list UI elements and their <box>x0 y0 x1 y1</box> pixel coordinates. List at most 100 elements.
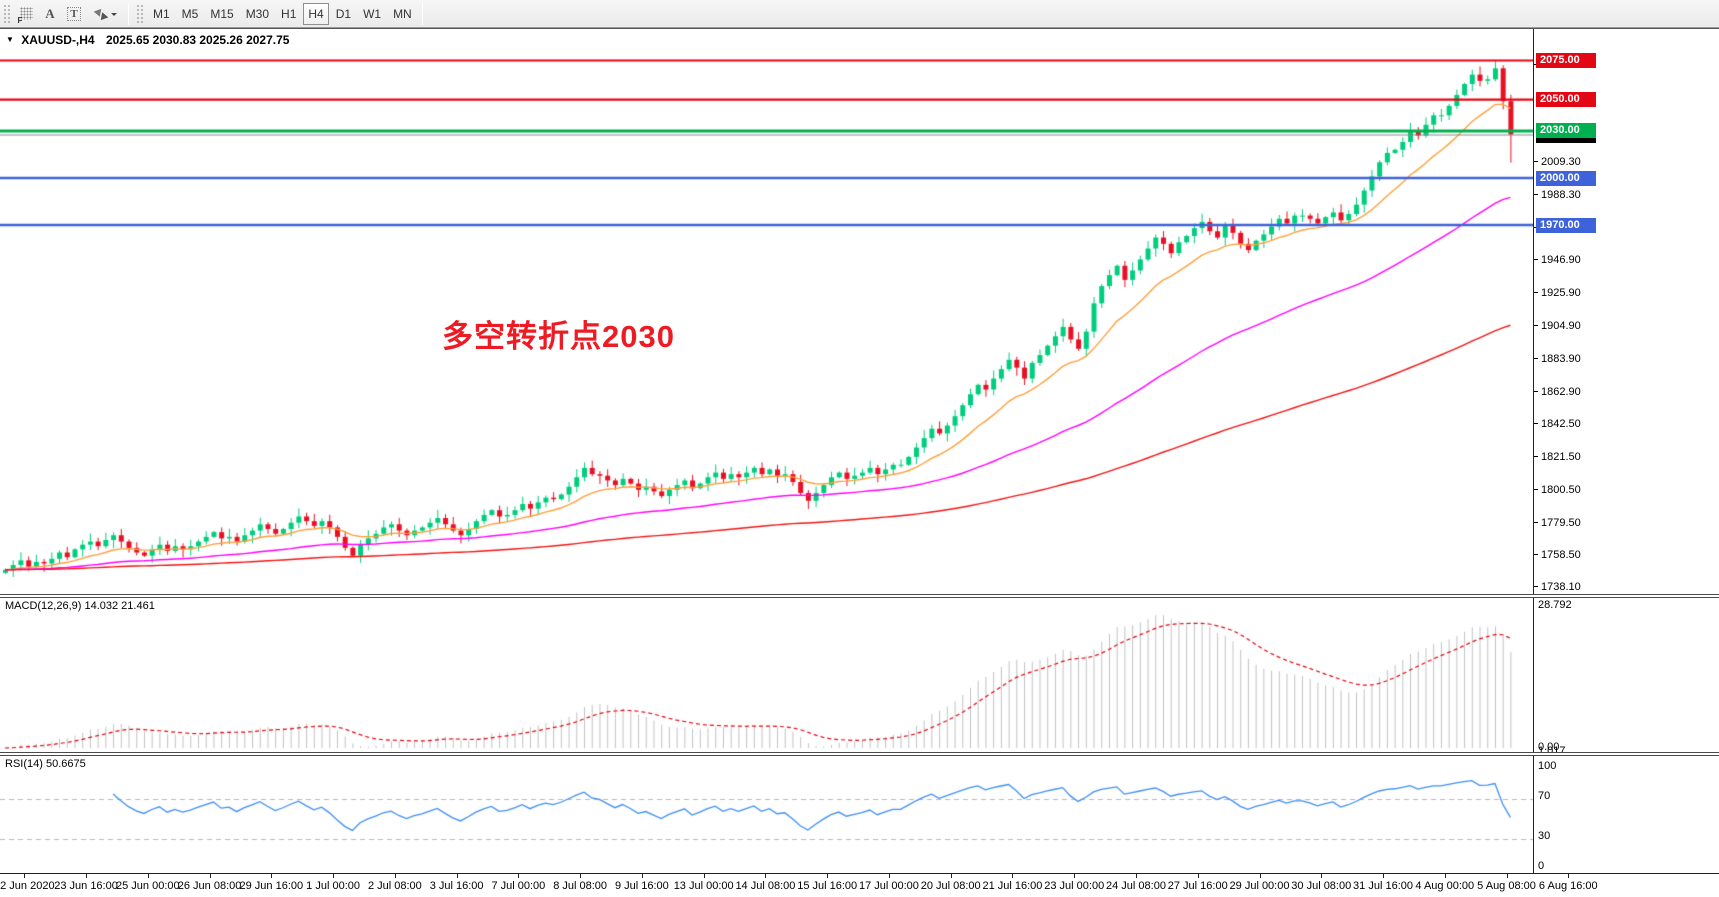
fibonacci-tool-button[interactable]: F <box>14 3 38 25</box>
date-tick <box>394 874 396 878</box>
timeframe-button-h4[interactable]: H4 <box>303 2 329 25</box>
date-tick <box>1321 874 1323 878</box>
date-tick <box>147 874 149 878</box>
date-tick-label: 20 Jul 08:00 <box>920 880 981 892</box>
date-tick <box>333 874 335 878</box>
price-axis[interactable]: 28.792 0.00 1.017 100 70 30 0 2071.70200… <box>1534 29 1719 873</box>
date-axis[interactable]: 22 Jun 2020 23 Jun 16:00 25 Jun 00:00 26 Ju… <box>0 873 1719 897</box>
chart-window: ▼ XAUUSD-,H4 2025.65 2030.83 2025.26 202… <box>0 28 1719 897</box>
date-tick <box>703 874 705 878</box>
price-tick-label: 1883.90 <box>1534 353 1581 367</box>
price-tick-label: 1842.50 <box>1534 418 1581 432</box>
date-tick <box>24 874 26 878</box>
price-tick-label: 1988.30 <box>1534 189 1581 203</box>
timeframe-toolbar-grip[interactable] <box>136 3 144 24</box>
toolbar: F A T M1 M5 M15 M30 H1 H4 D1 W1 MN <box>0 0 1719 28</box>
date-tick-label: 6 Aug 16:00 <box>1538 880 1598 892</box>
arrows-icon <box>93 5 108 23</box>
date-tick-label: 4 Aug 00:00 <box>1415 880 1475 892</box>
timeframe-button-h1[interactable]: H1 <box>276 3 301 25</box>
price-tick-label: 1946.90 <box>1534 254 1581 268</box>
price-tick-label: 1925.90 <box>1534 287 1581 301</box>
date-tick-label: 17 Jul 00:00 <box>858 880 919 892</box>
date-tick <box>641 874 643 878</box>
timeframe-button-mn[interactable]: MN <box>388 3 417 25</box>
date-tick-label: 3 Jul 16:00 <box>429 880 484 892</box>
date-tick <box>950 874 952 878</box>
date-tick <box>86 874 88 878</box>
level-price-badge: 1970.00 <box>1536 217 1596 233</box>
level-price-badge: 2030.00 <box>1536 123 1596 139</box>
level-price-badge: 2075.00 <box>1536 52 1596 68</box>
arrows-tool-button[interactable] <box>86 3 124 25</box>
level-price-badge: 2050.00 <box>1536 92 1596 108</box>
price-tick-label: 1800.50 <box>1534 484 1581 498</box>
toolbar-grip[interactable] <box>3 3 11 24</box>
date-tick <box>580 874 582 878</box>
date-tick-label: 15 Jul 16:00 <box>797 880 858 892</box>
ohlc-values: 2025.65 2030.83 2025.26 2027.75 <box>105 33 290 47</box>
date-tick-label: 9 Jul 16:00 <box>614 880 669 892</box>
date-tick-label: 7 Jul 00:00 <box>491 880 546 892</box>
price-tick-label: 1738.10 <box>1534 581 1581 595</box>
macd-scale-max: 28.792 <box>1538 599 1572 611</box>
date-tick <box>209 874 211 878</box>
level-price-badge: 2000.00 <box>1536 170 1596 186</box>
timeframe-button-m1[interactable]: M1 <box>148 3 175 25</box>
symbol-dropdown-icon[interactable]: ▼ <box>6 35 14 44</box>
chart-annotation-text[interactable]: 多空转折点2030 <box>442 319 675 354</box>
chevron-down-icon <box>110 12 117 19</box>
date-tick-label: 24 Jul 08:00 <box>1106 880 1166 892</box>
price-tick-label: 1779.50 <box>1534 517 1581 531</box>
date-tick <box>1012 874 1014 878</box>
date-tick <box>1197 874 1199 878</box>
price-chart-canvas[interactable] <box>0 29 1533 873</box>
toolbar-separator <box>421 2 423 25</box>
timeframe-button-m15[interactable]: M15 <box>205 3 238 25</box>
date-tick <box>1506 874 1508 878</box>
date-tick-label: 26 Jun 08:00 <box>177 880 242 892</box>
date-tick <box>518 874 520 878</box>
date-tick-label: 23 Jun 16:00 <box>54 880 118 892</box>
date-tick-label: 1 Jul 00:00 <box>306 880 361 892</box>
date-tick-label: 23 Jul 00:00 <box>1044 880 1105 892</box>
rsi-pane-splitter[interactable] <box>0 752 1719 756</box>
text-icon: A <box>45 5 55 21</box>
timeframe-button-m30[interactable]: M30 <box>241 3 274 25</box>
text-label-icon: T <box>67 6 81 21</box>
date-tick-label: 22 Jun 2020 <box>0 880 55 892</box>
rsi-scale-100: 100 <box>1538 760 1557 772</box>
rsi-scale-70: 70 <box>1538 790 1551 802</box>
date-tick-label: 25 Jun 00:00 <box>116 880 180 892</box>
timeframe-button-w1[interactable]: W1 <box>358 3 386 25</box>
symbol-period-label: XAUUSD-,H4 <box>21 33 95 47</box>
date-tick-label: 13 Jul 00:00 <box>673 880 734 892</box>
timeframe-button-d1[interactable]: D1 <box>331 3 356 25</box>
rsi-scale-0: 0 <box>1538 860 1545 872</box>
date-tick-label: 29 Jul 00:00 <box>1229 880 1290 892</box>
fibonacci-icon: F <box>18 7 33 25</box>
date-tick-label: 2 Jul 08:00 <box>367 880 422 892</box>
text-tool-button[interactable]: A <box>38 3 62 25</box>
date-tick <box>1074 874 1076 878</box>
date-tick-label: 27 Jul 16:00 <box>1167 880 1228 892</box>
date-tick-label: 14 Jul 08:00 <box>735 880 796 892</box>
date-tick-label: 8 Jul 08:00 <box>553 880 608 892</box>
date-tick <box>1383 874 1385 878</box>
date-tick <box>827 874 829 878</box>
text-label-tool-button[interactable]: T <box>62 3 86 25</box>
date-tick <box>765 874 767 878</box>
macd-pane-splitter[interactable] <box>0 594 1719 598</box>
date-tick-label: 29 Jun 16:00 <box>239 880 304 892</box>
date-tick-label: 31 Jul 16:00 <box>1353 880 1413 892</box>
price-axis-divider <box>1533 29 1534 873</box>
date-tick <box>1135 874 1137 878</box>
date-tick <box>1444 874 1446 878</box>
date-tick <box>1568 874 1570 878</box>
date-tick <box>456 874 458 878</box>
price-tick-label: 2009.30 <box>1534 156 1581 170</box>
macd-indicator-label: MACD(12,26,9) 14.032 21.461 <box>5 600 155 612</box>
date-tick-label: 5 Aug 08:00 <box>1477 880 1536 892</box>
timeframe-button-m5[interactable]: M5 <box>177 3 204 25</box>
